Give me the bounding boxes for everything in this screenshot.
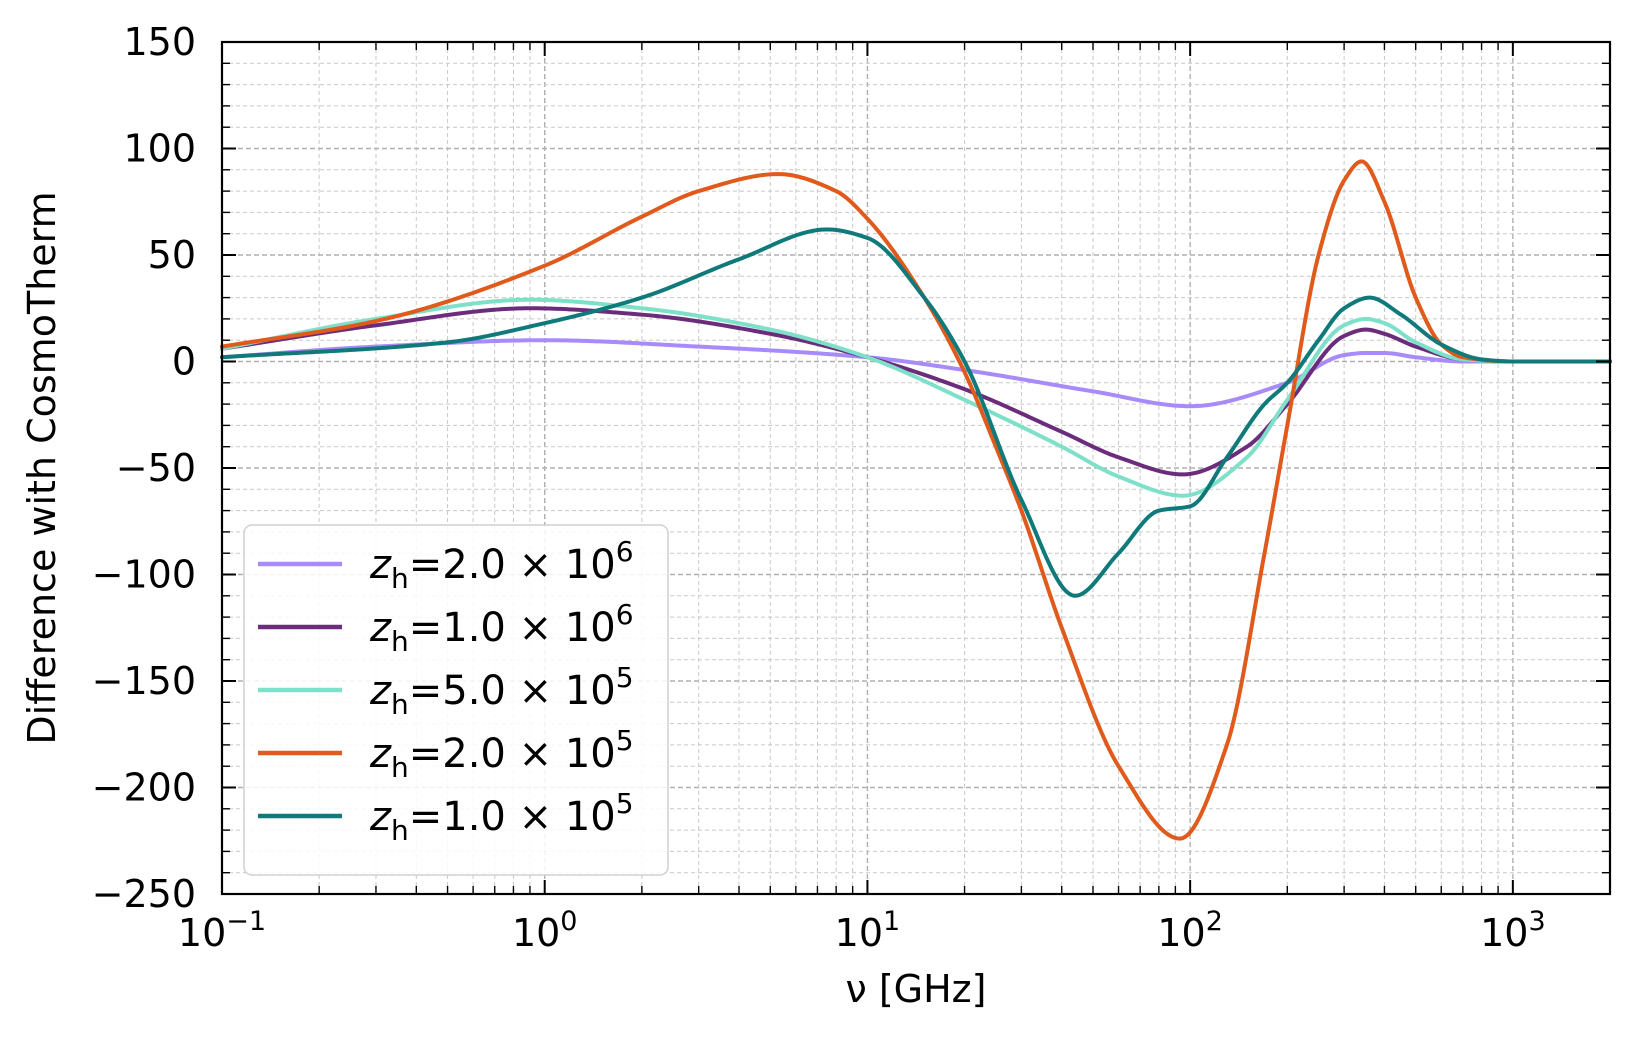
y-tick-label: 150 [123,20,196,64]
legend-label-3: zh=5.0 × 105 [369,661,634,721]
x-tick-label: 100 [512,906,578,955]
series-line-5 [220,227,1612,598]
legend-label-2: zh=1.0 × 106 [369,598,634,658]
x-tick-label: 10−1 [178,906,266,955]
x-tick-label: 101 [835,906,901,955]
series-line-2 [220,306,1612,477]
y-tick-label: 100 [123,127,196,171]
legend-label-5: zh=1.0 × 105 [369,787,634,847]
y-tick-label: −50 [116,446,196,490]
y-tick-label: 0 [172,340,196,384]
y-tick-label: −150 [92,659,196,703]
x-axis-title: ν [GHz] [846,967,987,1011]
ticks [221,41,1611,895]
tick-labels: −250 −200 −150 −100 −50 0 50 100 150 10−1 100 101 10… [92,20,1546,955]
x-tick-label: 102 [1157,906,1223,955]
grid [221,41,1611,895]
series-layer [220,159,1612,841]
series-line-3 [220,297,1612,498]
x-tick-label: 103 [1480,906,1546,955]
y-tick-label: 50 [148,233,196,277]
y-axis-title: Difference with CosmoTherm [20,191,64,744]
y-tick-label: −100 [92,553,196,597]
legend-label-4: zh=2.0 × 105 [369,724,634,784]
legend-label-1: zh=2.0 × 106 [369,535,634,595]
y-tick-label: −200 [92,766,196,810]
legend-box [243,524,669,876]
y-tick-label: −250 [92,872,196,916]
